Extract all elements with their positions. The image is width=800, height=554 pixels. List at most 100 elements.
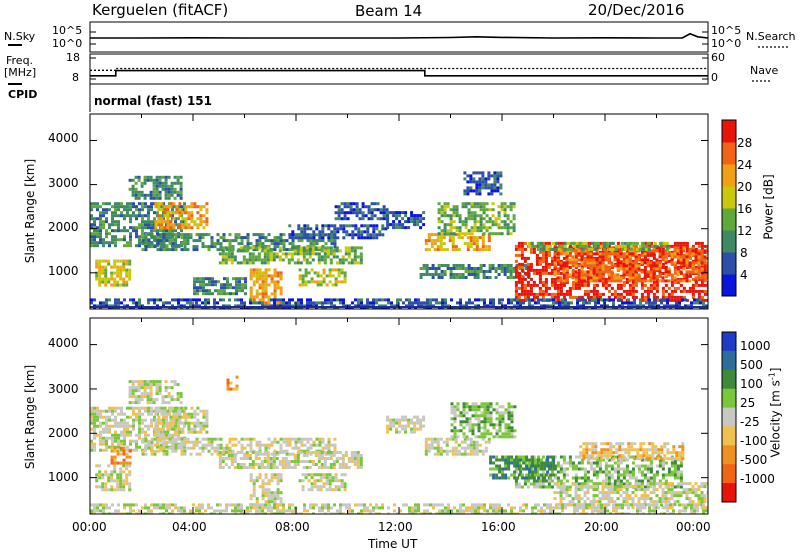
heatmap-cell (93, 238, 96, 242)
heatmap-cell (642, 304, 645, 308)
heatmap-cell (640, 261, 644, 265)
heatmap-cell (187, 217, 191, 221)
heatmap-cell (553, 264, 557, 268)
heatmap-cell (523, 247, 527, 251)
heatmap-cell (346, 211, 350, 215)
heatmap-cell (538, 286, 542, 290)
heatmap-cell (529, 277, 533, 281)
heatmap-cell (354, 224, 358, 228)
heatmap-cell (556, 252, 560, 256)
heatmap-cell (676, 265, 680, 269)
heatmap-cell (282, 304, 285, 308)
heatmap-cell (616, 283, 620, 287)
heatmap-cell (162, 415, 165, 419)
heatmap-cell (520, 244, 524, 248)
heatmap-cell (649, 289, 653, 293)
heatmap-cell (449, 214, 453, 218)
heatmap-cell (105, 298, 108, 302)
heatmap-cell (634, 252, 638, 256)
heatmap-cell (378, 304, 381, 308)
heatmap-cell (676, 261, 680, 265)
heatmap-cell (559, 264, 563, 268)
heatmap-cell (284, 457, 288, 460)
heatmap-cell (464, 226, 468, 230)
heatmap-cell (90, 217, 93, 221)
heatmap-cell (688, 264, 692, 268)
heatmap-cell (102, 226, 105, 230)
heatmap-cell (187, 214, 191, 218)
heatmap-cell (201, 245, 205, 249)
heatmap-cell (267, 446, 271, 450)
heatmap-cell (207, 233, 211, 237)
heatmap-cell (221, 255, 225, 259)
heatmap-cell (102, 208, 105, 212)
heatmap-cell (610, 261, 614, 265)
heatmap-cell (113, 265, 117, 269)
heatmap-cell (128, 392, 132, 396)
heatmap-cell (703, 273, 707, 277)
heatmap-cell (498, 298, 501, 302)
heatmap-cell (613, 273, 617, 277)
heatmap-cell (273, 304, 276, 308)
heatmap-cell (654, 304, 657, 308)
heatmap-cell (428, 267, 432, 270)
heatmap-cell (575, 244, 579, 248)
heatmap-cell (457, 248, 461, 252)
heatmap-cell (193, 289, 196, 293)
heatmap-cell (541, 271, 545, 275)
heatmap-cell (481, 242, 485, 246)
heatmap-cell (261, 271, 265, 275)
heatmap-cell (688, 279, 692, 283)
heatmap-cell (481, 171, 485, 175)
heatmap-cell (135, 208, 138, 212)
heatmap-cell (261, 277, 265, 281)
heatmap-cell (196, 280, 199, 284)
heatmap-cell (120, 301, 123, 305)
heatmap-cell (690, 307, 693, 309)
heatmap-cell (583, 289, 587, 293)
heatmap-cell (307, 271, 311, 275)
heatmap-cell (202, 415, 206, 419)
heatmap-cell (586, 270, 590, 274)
heatmap-cell (164, 190, 168, 194)
heatmap-cell (579, 298, 582, 302)
heatmap-cell (631, 246, 635, 250)
heatmap-cell (583, 252, 587, 256)
heatmap-cell (126, 445, 129, 449)
heatmap-cell (264, 301, 268, 305)
heatmap-cell (174, 446, 178, 450)
heatmap-cell (147, 233, 151, 237)
heatmap-cell (116, 280, 120, 284)
heatmap-cell (434, 267, 438, 270)
heatmap-cell (703, 265, 707, 269)
heatmap-cell (607, 270, 611, 274)
heatmap-cell (213, 307, 216, 309)
heatmap-cell (162, 233, 166, 237)
heatmap-cell (477, 304, 480, 308)
heatmap-cell (700, 244, 704, 248)
heatmap-cell (337, 268, 341, 272)
heatmap-cell (222, 446, 226, 450)
heatmap-cell (602, 247, 606, 251)
heatmap-cell (666, 298, 669, 302)
heatmap-cell (691, 267, 695, 271)
heatmap-cell (117, 442, 120, 446)
heatmap-cell (625, 280, 629, 284)
heatmap-cell (682, 258, 686, 262)
heatmap-cell (559, 261, 563, 265)
heatmap-cell (658, 279, 662, 283)
heatmap-cell (670, 255, 674, 259)
heatmap-cell (245, 261, 249, 265)
heatmap-cell (165, 415, 168, 419)
heatmap-cell (497, 226, 501, 230)
heatmap-cell (236, 466, 240, 469)
heatmap-cell (140, 181, 144, 185)
heatmap-cell (178, 202, 182, 206)
heatmap-cell (622, 255, 626, 259)
heatmap-cell (550, 283, 554, 287)
heatmap-cell (290, 258, 294, 262)
heatmap-cell (622, 270, 626, 274)
heatmap-cell (255, 500, 259, 504)
heatmap-cell (184, 406, 188, 410)
heatmap-cell (174, 424, 177, 428)
